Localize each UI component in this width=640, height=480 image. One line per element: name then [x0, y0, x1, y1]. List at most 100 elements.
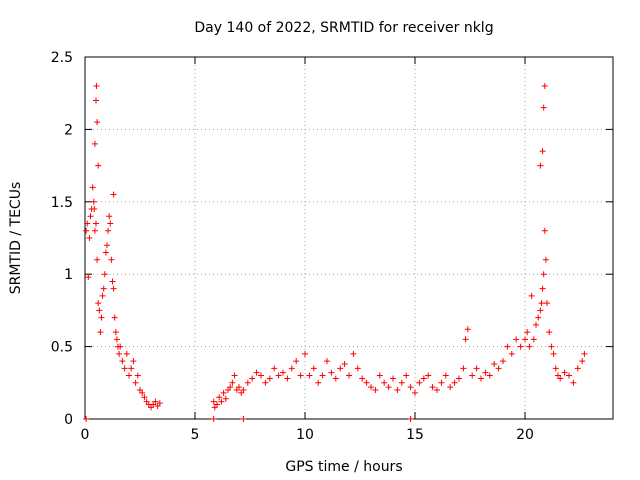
data-point: [302, 350, 308, 357]
data-point: [438, 379, 445, 386]
data-point: [227, 384, 234, 391]
data-point: [156, 400, 163, 407]
data-point: [89, 184, 96, 191]
data-point: [407, 416, 414, 422]
y-tick-label: 1: [64, 267, 73, 283]
data-point: [420, 375, 427, 382]
data-point: [262, 379, 269, 386]
data-point: [574, 365, 581, 372]
data-point: [214, 401, 220, 408]
data-point: [128, 365, 135, 372]
data-point: [288, 365, 295, 372]
data-point: [456, 375, 462, 382]
x-tick-label: 0: [81, 427, 90, 443]
data-point: [216, 394, 223, 401]
data-point: [385, 384, 392, 391]
data-point: [540, 271, 547, 278]
data-point: [210, 416, 217, 422]
data-point: [93, 97, 99, 104]
data-point: [542, 256, 549, 263]
data-point: [116, 350, 123, 357]
data-point: [95, 162, 102, 169]
data-point: [109, 278, 116, 285]
data-point: [210, 398, 217, 405]
data-point: [93, 82, 100, 89]
data-point: [93, 220, 99, 227]
data-point: [537, 307, 544, 314]
data-point: [130, 358, 137, 365]
data-point: [108, 256, 115, 263]
data-point: [101, 271, 108, 278]
y-tick-label: 1.5: [51, 195, 73, 211]
data-point: [372, 387, 379, 394]
data-point: [231, 372, 238, 379]
data-point: [566, 372, 572, 379]
data-point: [83, 416, 90, 422]
data-point: [220, 389, 227, 396]
data-point: [570, 379, 577, 386]
chart-title: Day 140 of 2022, SRMTID for receiver nkl…: [194, 20, 493, 36]
data-point: [442, 372, 449, 379]
data-points: [83, 82, 588, 422]
data-point: [94, 119, 101, 126]
data-point: [473, 365, 480, 372]
data-point: [119, 358, 126, 365]
data-point: [552, 365, 559, 372]
data-point: [550, 350, 557, 357]
data-point: [537, 162, 544, 169]
data-point: [368, 384, 374, 391]
data-point: [500, 358, 506, 365]
data-point: [324, 358, 330, 365]
data-point: [541, 82, 548, 89]
data-point: [539, 285, 546, 292]
data-point: [229, 379, 236, 386]
data-point: [293, 358, 300, 365]
data-point: [544, 300, 550, 307]
data-point: [240, 387, 247, 394]
data-point: [117, 343, 124, 350]
data-point: [381, 379, 388, 386]
data-point: [249, 375, 256, 382]
data-point: [310, 365, 317, 372]
data-point: [504, 343, 511, 350]
data-point: [99, 292, 106, 299]
data-point: [96, 307, 103, 314]
data-point: [548, 343, 555, 350]
data-point: [105, 227, 112, 234]
y-tick-label: 0.5: [51, 340, 73, 356]
data-point: [104, 242, 110, 249]
data-point: [460, 365, 467, 372]
data-point: [315, 379, 322, 386]
data-point: [90, 198, 97, 205]
data-point: [97, 329, 104, 336]
data-point: [495, 365, 502, 372]
data-point: [464, 326, 471, 333]
data-point: [244, 379, 251, 386]
data-point: [526, 343, 533, 350]
data-point: [112, 329, 119, 336]
data-point: [110, 191, 117, 198]
data-point: [102, 249, 109, 256]
data-point: [110, 285, 117, 292]
data-point: [258, 372, 264, 379]
data-point: [522, 336, 528, 343]
data-point: [271, 365, 278, 372]
data-point: [218, 398, 225, 405]
data-point: [434, 387, 440, 394]
data-point: [350, 350, 357, 357]
x-tick-label: 10: [296, 427, 314, 443]
data-point: [319, 372, 326, 379]
data-point: [486, 372, 493, 379]
data-point: [398, 379, 405, 386]
data-point: [491, 360, 498, 367]
data-point: [86, 235, 93, 241]
data-point: [98, 314, 105, 321]
data-point: [337, 365, 344, 372]
data-point: [535, 314, 542, 321]
data-point: [332, 375, 339, 382]
data-point: [91, 206, 98, 213]
data-point: [85, 274, 92, 281]
x-axis-label: GPS time / hours: [285, 459, 402, 475]
data-point: [451, 379, 458, 386]
